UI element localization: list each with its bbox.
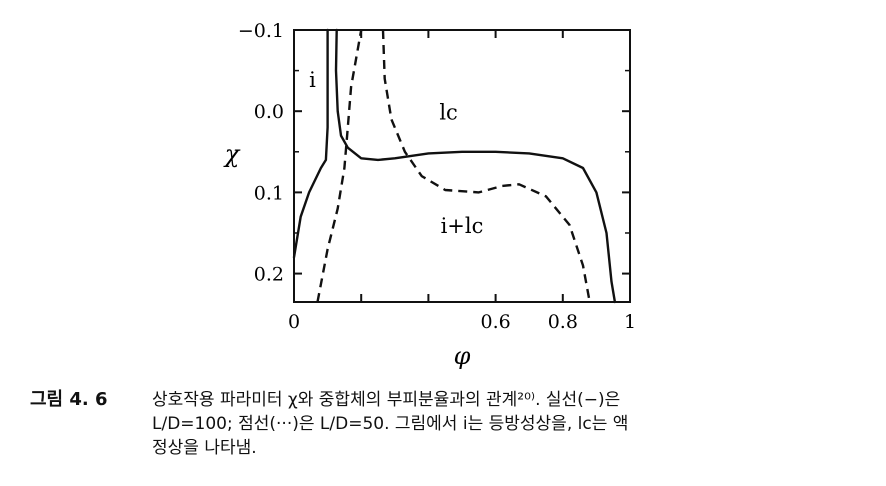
x-axis-label: φ [454,342,471,370]
dashed-curve [381,29,591,303]
curves [292,28,617,304]
y-tick-label: 0.2 [254,264,284,286]
caption-line-3: 정상을 나타냄. [152,438,257,458]
x-tick-label: 0 [288,311,300,333]
x-tick-label: 0.8 [548,311,578,333]
y-axis-label: χ [223,140,241,168]
caption-line-2: L/D=100; 점선(···)은 L/D=50. 그림에서 i는 등방성상을,… [152,414,629,434]
plot-frame [293,29,631,303]
dashed-curve [316,29,363,303]
x-tick-label: 0.6 [480,311,510,333]
y-tick-label: 0.1 [254,182,284,204]
y-tick-label: −0.1 [238,20,284,42]
region-label: i+lc [441,214,484,238]
solid-curve [334,28,617,304]
caption-line-1: 상호작용 파라미터 χ와 중합체의 부피분율과의 관계²⁰⁾. 실선(−)은 [152,390,621,410]
solid-curve [292,28,329,259]
x-tick-label: 1 [624,311,636,333]
caption-body: 상호작용 파라미터 χ와 중합체의 부피분율과의 관계²⁰⁾. 실선(−)은 L… [152,388,877,460]
y-tick-label: 0.0 [254,101,284,123]
caption-label: 그림 4. 6 [30,389,108,410]
region-label: i [309,68,316,92]
annotations: i lc i+lc [309,68,483,238]
tick-labels: −0.1 0.0 0.1 0.2 0 0.6 0.8 1 [238,20,636,333]
region-label: lc [439,100,457,124]
